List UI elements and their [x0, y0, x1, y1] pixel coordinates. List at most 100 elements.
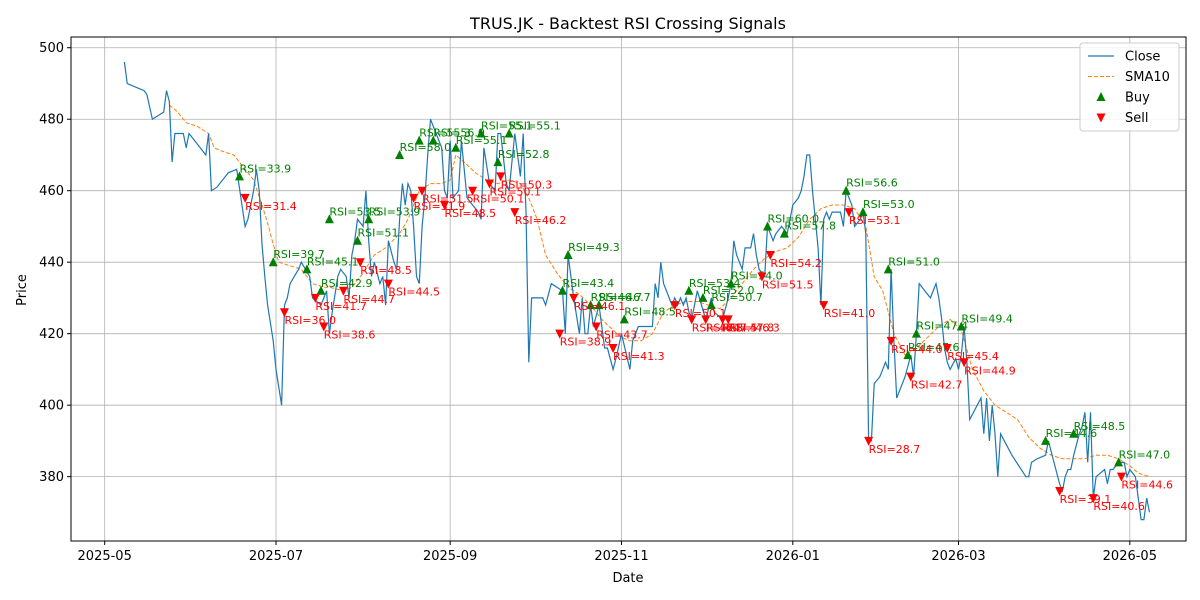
- x-tick-label: 2026-03: [931, 549, 985, 564]
- buy-signal-label: RSI=33.9: [240, 162, 292, 175]
- buy-signal-label: RSI=52.0: [703, 284, 755, 297]
- sell-signal-label: RSI=41.0: [824, 307, 876, 320]
- y-tick-label: 420: [39, 327, 64, 342]
- buy-signal-marker: [706, 300, 716, 310]
- buy-signal-label: RSI=46.7: [591, 291, 643, 304]
- buy-signal-label: RSI=51.1: [357, 227, 409, 240]
- sell-signal-marker: [240, 193, 250, 203]
- x-axis-title: Date: [612, 571, 643, 586]
- y-tick-label: 460: [39, 184, 64, 199]
- y-tick-label: 480: [39, 113, 64, 128]
- sell-signal-label: RSI=51.5: [422, 193, 474, 206]
- sell-signal-marker: [484, 179, 494, 189]
- buy-signal-label: RSI=55.1: [481, 120, 533, 133]
- legend-label: Close: [1125, 50, 1160, 65]
- buy-signal-label: RSI=53.5: [329, 205, 381, 218]
- buy-signal-label: RSI=39.7: [273, 248, 325, 261]
- buy-signal-marker: [557, 285, 567, 295]
- sell-signal-marker: [310, 293, 320, 303]
- buy-signal-marker: [1041, 435, 1051, 445]
- buy-signal-marker: [726, 278, 736, 288]
- y-axis-title: Price: [15, 274, 30, 306]
- sell-signal-marker: [757, 272, 767, 282]
- buy-signal-marker: [684, 285, 694, 295]
- sell-signal-marker: [338, 286, 348, 296]
- sell-signal-label: RSI=28.7: [869, 443, 921, 456]
- sell-signal-marker: [383, 279, 393, 289]
- sell-signal-marker: [886, 336, 896, 346]
- sell-signal-marker: [670, 301, 680, 311]
- chart-legend: Close SMA10 Buy Sell: [1079, 42, 1180, 132]
- buy-signal-label: RSI=45.1: [307, 255, 359, 268]
- buy-signal-label: RSI=48.5: [1074, 420, 1126, 433]
- sell-signal-label: RSI=43.7: [596, 329, 648, 342]
- buy-signal-label: RSI=56.6: [846, 177, 898, 190]
- sell-signal-marker: [844, 208, 854, 218]
- buy-signal-marker: [414, 135, 424, 145]
- sell-signal-marker: [510, 208, 520, 218]
- buy-signal-marker: [268, 257, 278, 267]
- x-tick-label: 2025-05: [78, 549, 132, 564]
- buy-signal-label: RSI=55.1: [456, 134, 508, 147]
- sell-signal-label: RSI=44.7: [343, 293, 395, 306]
- sell-signal-label: RSI=45.4: [947, 350, 999, 363]
- sell-signal-label: RSI=44.6: [1121, 479, 1173, 492]
- close-series-line: [123, 61, 1151, 521]
- sell-signal-marker: [468, 186, 478, 196]
- buy-signal-marker: [698, 292, 708, 302]
- buy-signal-label: RSI=42.9: [321, 277, 373, 290]
- buy-signal-label: RSI=51.0: [888, 255, 940, 268]
- sell-signal-marker: [1088, 494, 1098, 504]
- buy-signal-marker: [619, 314, 629, 324]
- sell-signal-label: RSI=39.1: [1060, 493, 1112, 506]
- sell-signal-label: RSI=41.3: [613, 350, 665, 363]
- buy-signal-marker: [451, 142, 461, 152]
- buy-signal-label: RSI=52.8: [498, 148, 550, 161]
- sell-signal-marker: [409, 193, 419, 203]
- buy-signal-label: RSI=54.0: [731, 270, 783, 283]
- sell-signal-marker: [1055, 486, 1065, 496]
- buy-signal-label: RSI=53.9: [369, 205, 421, 218]
- buy-signal-marker: [779, 228, 789, 238]
- x-tick-label: 2025-11: [594, 549, 648, 564]
- x-tick-label: 2025-07: [249, 549, 303, 564]
- buy-signal-marker: [428, 135, 438, 145]
- sell-signal-label: RSI=54.2: [770, 257, 822, 270]
- sell-signal-label: RSI=44.0: [891, 343, 943, 356]
- sell-signal-label: RSI=48.3: [692, 321, 744, 334]
- sell-signal-label: RSI=51.9: [414, 200, 466, 213]
- buy-signal-marker: [493, 157, 503, 167]
- legend-sell-swatch: [1096, 113, 1106, 123]
- buy-signal-label: RSI=56.0: [433, 127, 485, 140]
- sell-signal-label: RSI=36.0: [284, 314, 336, 327]
- buy-signal-marker: [476, 128, 486, 138]
- buy-signal-marker: [364, 214, 374, 224]
- chart-title: TRUS.JK - Backtest RSI Crossing Signals: [469, 14, 786, 33]
- sell-signal-marker: [440, 201, 450, 210]
- sell-signal-label: RSI=50.1: [675, 307, 727, 320]
- buy-signal-label: RSI=47.4: [916, 320, 968, 333]
- buy-signal-label: RSI=53.0: [863, 198, 915, 211]
- buy-signal-marker: [352, 235, 362, 245]
- sell-signal-label: RSI=38.6: [324, 329, 376, 342]
- x-tick-label: 2026-05: [1103, 549, 1157, 564]
- sell-signal-marker: [723, 315, 733, 325]
- buy-signal-marker: [841, 185, 851, 195]
- sell-signal-label: RSI=50.3: [501, 178, 553, 191]
- sell-signal-label: RSI=31.4: [245, 200, 297, 213]
- sell-signal-label: RSI=47.5: [706, 321, 758, 334]
- buy-signal-marker: [316, 285, 326, 295]
- buy-signal-label: RSI=55.1: [509, 120, 561, 133]
- buy-signal-marker: [911, 328, 921, 338]
- buy-signal-marker: [586, 300, 596, 310]
- sell-signal-label: RSI=46.1: [574, 300, 626, 313]
- buy-signal-marker: [1069, 428, 1079, 438]
- sell-signal-marker: [942, 343, 952, 353]
- buy-signal-marker: [302, 264, 312, 274]
- buy-signal-marker: [235, 171, 245, 181]
- sell-signal-marker: [1116, 472, 1126, 482]
- buy-signal-marker: [1114, 457, 1124, 467]
- buy-signal-label: RSI=55.3: [419, 127, 471, 140]
- buy-signal-marker: [504, 128, 514, 138]
